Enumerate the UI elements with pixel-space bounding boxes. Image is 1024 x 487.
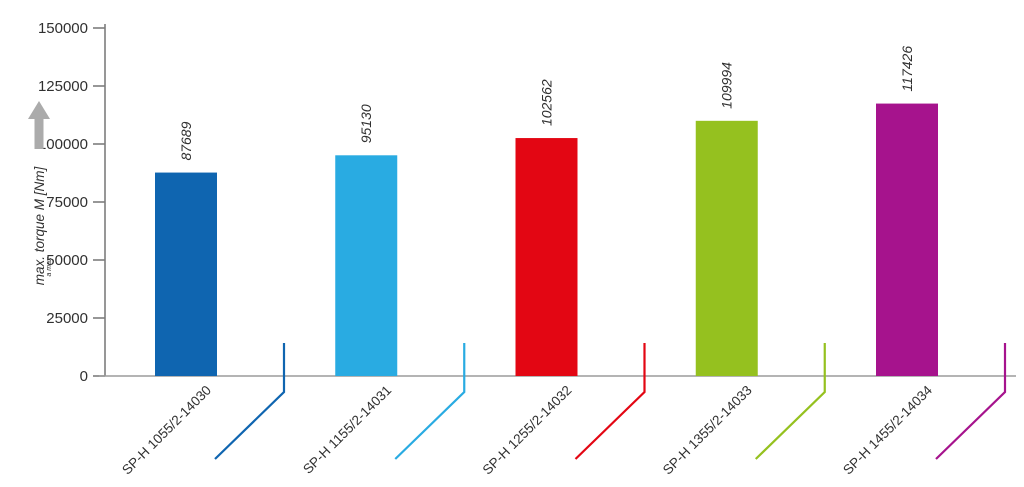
bar	[876, 103, 938, 376]
up-arrow-icon	[28, 101, 50, 149]
leader-line	[754, 343, 826, 460]
bar	[335, 155, 398, 376]
leader-line	[935, 343, 1007, 460]
y-axis-tick-label: 50000	[46, 252, 88, 269]
x-axis-label: SP-H 1055/2-14030	[119, 383, 214, 478]
y-axis-tick-label: 0	[80, 368, 88, 385]
leader-line	[214, 343, 286, 460]
x-axis-label: SP-H 1155/2-14031	[300, 383, 394, 477]
bar	[695, 120, 758, 376]
leader-line	[394, 343, 466, 460]
bar-value-label: 95130	[358, 104, 374, 143]
y-axis-title: max. torque M [Nm]	[32, 165, 47, 285]
bar	[515, 138, 578, 376]
bar-value-label: 102562	[539, 79, 555, 126]
y-axis-tick-label: 75000	[46, 194, 88, 211]
bar-value-label: 87689	[178, 121, 194, 160]
x-axis-label: SP-H 1455/2-14034	[840, 382, 935, 477]
y-axis-tick-label: 125000	[38, 78, 88, 95]
y-axis-tick-label: 150000	[38, 20, 88, 37]
y-axis-title-subscript: a max	[46, 257, 53, 277]
y-axis-tick-label: 25000	[46, 310, 88, 327]
bar	[155, 172, 217, 376]
bar-value-label: 109994	[719, 62, 735, 109]
x-axis-label: SP-H 1355/2-14033	[660, 383, 755, 478]
x-axis-label: SP-H 1255/2-14032	[480, 383, 575, 478]
y-axis-tick-label: 100000	[38, 136, 88, 153]
leader-line	[574, 343, 646, 460]
bar-value-label: 117426	[899, 46, 915, 92]
